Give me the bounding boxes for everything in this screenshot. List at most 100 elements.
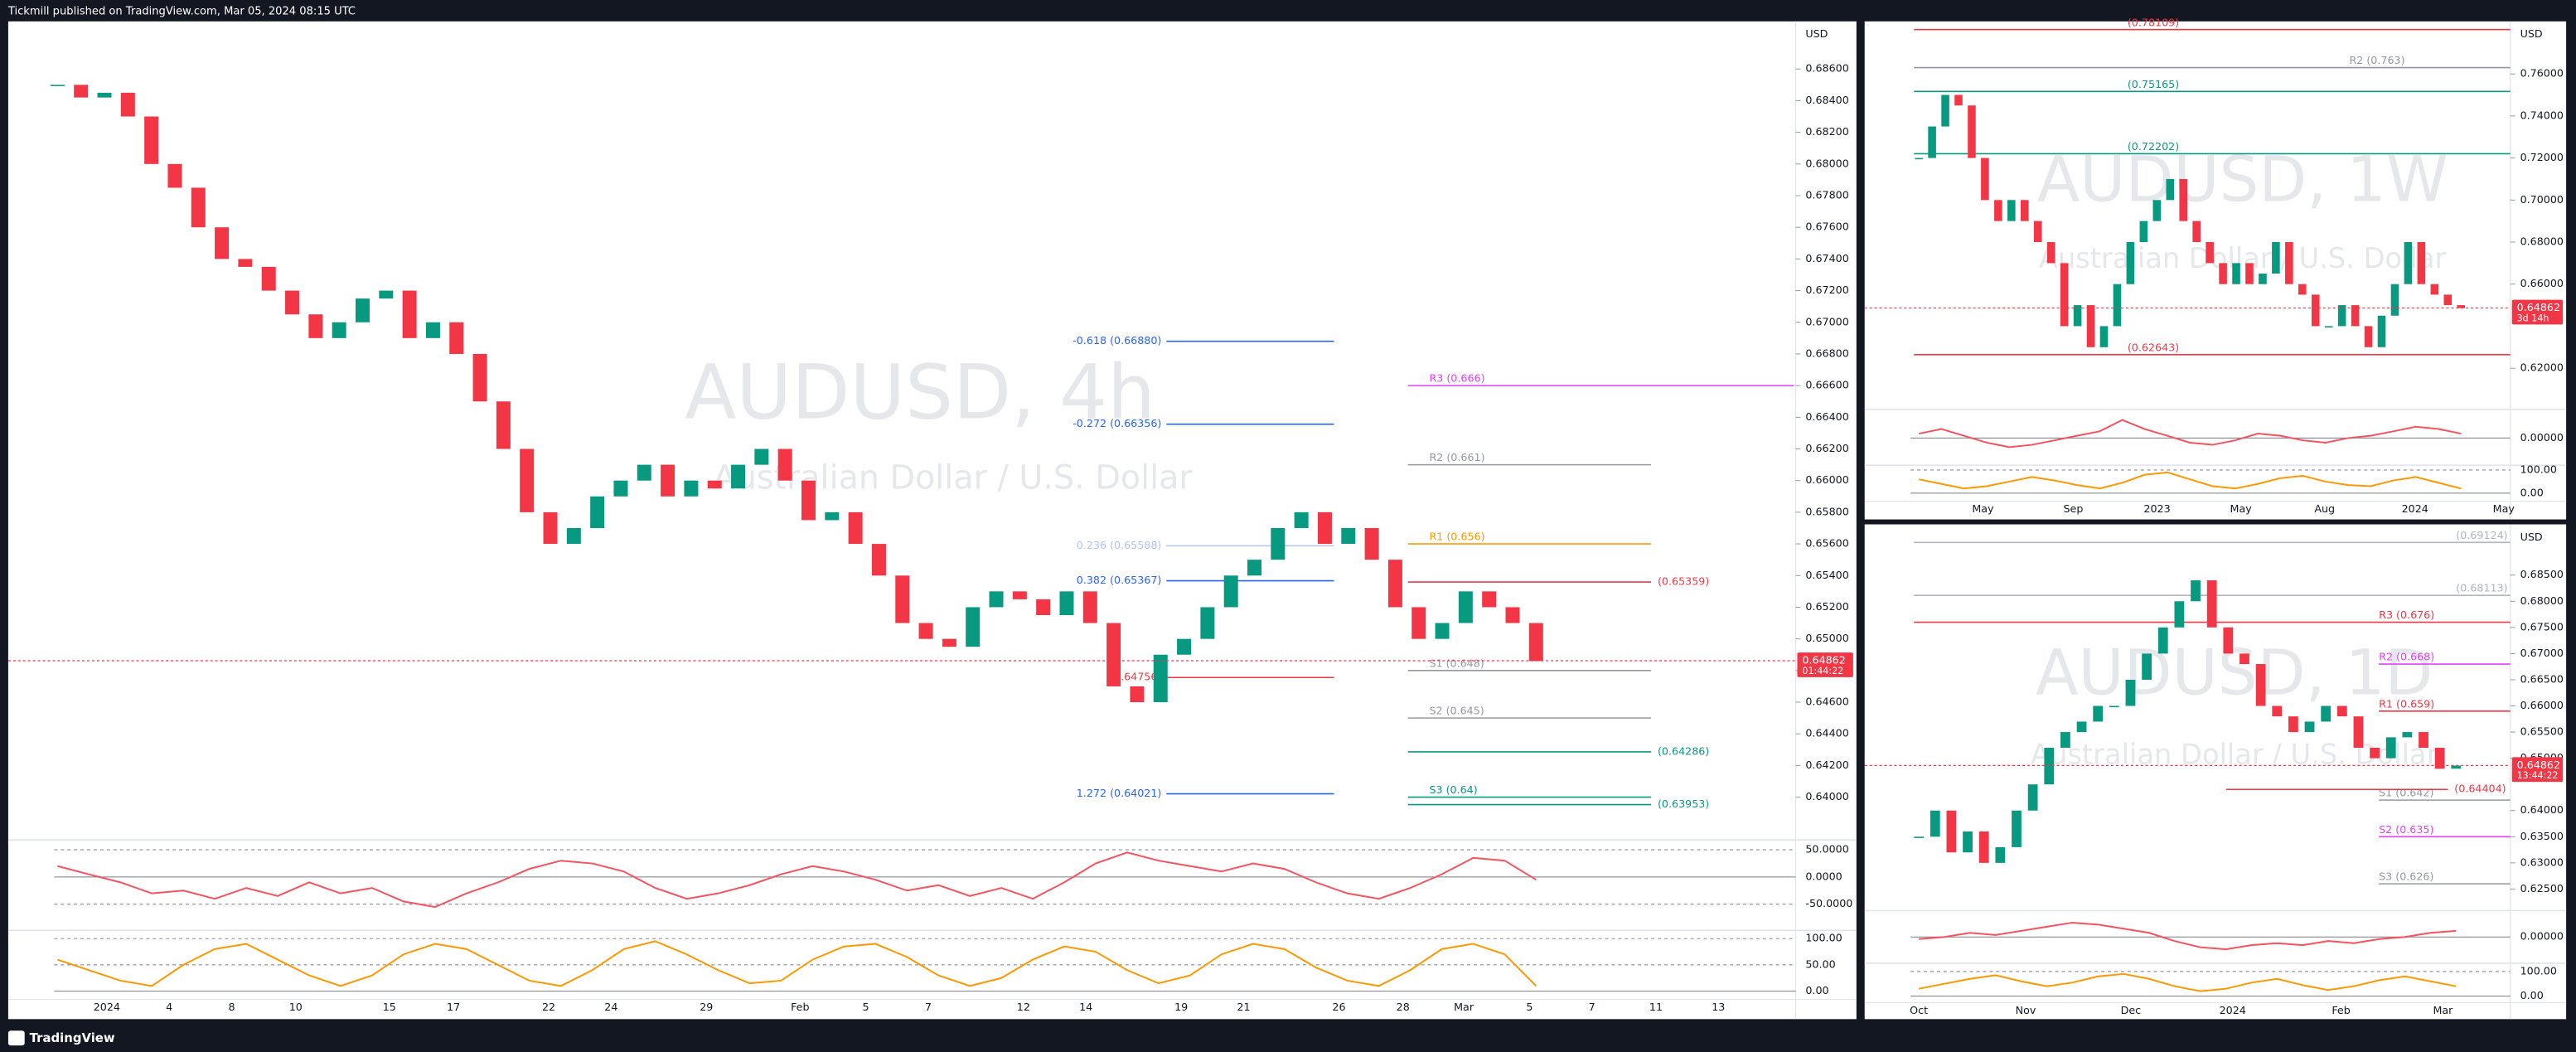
candle xyxy=(2337,305,2346,327)
candle xyxy=(1082,591,1097,623)
x-tick-label: 2024 xyxy=(2220,1004,2246,1016)
panel-background xyxy=(1864,21,2567,520)
candle xyxy=(895,575,910,623)
countdown-label: 01:44:22 xyxy=(1802,666,1843,676)
level-label: R1 (0.656) xyxy=(1429,531,1484,543)
candle xyxy=(1946,810,1957,853)
level-label: R2 (0.763) xyxy=(2349,54,2404,66)
candle xyxy=(1995,846,2006,863)
candle xyxy=(2223,627,2234,654)
candle xyxy=(496,401,511,449)
candle xyxy=(566,527,581,545)
x-tick-label: 22 xyxy=(542,1001,555,1013)
indicator-tick-label: 0.0000 xyxy=(1805,870,1842,882)
candle xyxy=(425,322,440,338)
indicator-line xyxy=(1918,419,2462,448)
last-price-label: 0.64862 xyxy=(2517,759,2560,771)
candle xyxy=(1941,95,1949,127)
candle xyxy=(2457,305,2466,308)
x-tick-label: Mar xyxy=(2433,1004,2453,1016)
indicator-line xyxy=(57,851,1537,909)
candle xyxy=(1387,560,1402,608)
candle xyxy=(1915,158,1923,160)
candle xyxy=(918,623,933,639)
candle xyxy=(215,227,230,259)
last-price-tag xyxy=(2511,757,2564,783)
level-label: (0.63953) xyxy=(1658,797,1709,810)
candle xyxy=(402,290,417,338)
candle xyxy=(2402,732,2413,738)
candle xyxy=(2099,326,2109,347)
level-label: S1 (0.642) xyxy=(2379,787,2433,799)
candle xyxy=(966,607,981,647)
candle xyxy=(1981,158,1989,201)
candle xyxy=(2272,705,2283,717)
candle xyxy=(2007,200,2016,221)
candle xyxy=(2451,765,2462,769)
x-tick-label: Oct xyxy=(1910,1004,1928,1016)
watermark-subtitle: Australian Dollar / U.S. Dollar xyxy=(2039,242,2447,274)
indicator-tick-label: 0.00 xyxy=(1805,984,1828,996)
level-label: (0.62643) xyxy=(2128,341,2179,353)
countdown-label: 3d 14h xyxy=(2517,313,2549,323)
y-tick-label: 0.65200 xyxy=(1805,600,1848,613)
candle xyxy=(2430,284,2439,295)
candle xyxy=(1153,654,1168,703)
candle xyxy=(2232,263,2240,284)
candle xyxy=(825,511,840,521)
candle xyxy=(2377,315,2386,347)
brand[interactable]: TradingView xyxy=(30,1030,115,1045)
watermark-title: AUDUSD, 1D xyxy=(2036,636,2433,709)
candle xyxy=(50,85,65,86)
candle xyxy=(1528,623,1543,662)
x-tick-label: Aug xyxy=(2314,502,2335,515)
candle xyxy=(1963,831,1973,853)
y-tick-label: 0.65600 xyxy=(1805,537,1848,550)
y-tick-label: 0.64000 xyxy=(1805,790,1848,802)
candle xyxy=(355,298,370,322)
level-label: (0.69124) xyxy=(2456,529,2507,541)
candle xyxy=(2311,294,2320,327)
x-tick-label: Feb xyxy=(2331,1004,2350,1016)
candle xyxy=(1247,560,1262,576)
candle xyxy=(1435,623,1450,639)
indicator-tick-label: -50.0000 xyxy=(1805,897,1852,909)
y-tick-label: 0.67400 xyxy=(1805,252,1848,264)
currency-label: USD xyxy=(1805,27,1828,40)
indicator-tick-label: 0.00 xyxy=(2520,486,2544,498)
candle xyxy=(2157,627,2168,654)
candle xyxy=(1341,527,1356,545)
candle xyxy=(2060,732,2070,749)
level-label: 1.272 (0.64021) xyxy=(1077,787,1162,799)
y-tick-label: 0.66600 xyxy=(1805,379,1848,391)
brand-logo xyxy=(7,1030,25,1046)
level-label: -0.618 (0.66880) xyxy=(1073,334,1161,347)
level-label: S3 (0.626) xyxy=(2379,870,2433,883)
y-tick-label: 0.68000 xyxy=(2520,235,2564,248)
candle xyxy=(2044,748,2055,785)
currency-label: USD xyxy=(2520,27,2543,40)
candle xyxy=(2109,705,2119,708)
candle xyxy=(801,480,816,521)
level-label: 0.236 (0.65588) xyxy=(1077,539,1162,551)
x-tick-label: 10 xyxy=(289,1001,303,1013)
x-tick-label: 28 xyxy=(1397,1001,1410,1013)
y-tick-label: 0.74000 xyxy=(2520,109,2564,121)
candle xyxy=(2324,326,2333,328)
candle xyxy=(2125,679,2136,706)
x-tick-label: 12 xyxy=(1017,1001,1030,1013)
candle xyxy=(2060,263,2069,327)
candle xyxy=(2142,653,2152,680)
candle xyxy=(1930,810,1940,837)
candle xyxy=(1914,836,1925,838)
x-tick-label: 15 xyxy=(383,1001,396,1013)
candle xyxy=(1928,126,1936,158)
y-tick-label: 0.66000 xyxy=(1805,473,1848,486)
indicator-tick-label: 100.00 xyxy=(1805,932,1842,944)
candle xyxy=(2113,284,2122,327)
candle xyxy=(2443,294,2453,306)
candle xyxy=(2385,737,2396,759)
y-tick-label: 0.65500 xyxy=(2520,725,2564,738)
y-tick-label: 0.68500 xyxy=(2520,568,2564,580)
x-tick-label: 2024 xyxy=(94,1001,120,1013)
